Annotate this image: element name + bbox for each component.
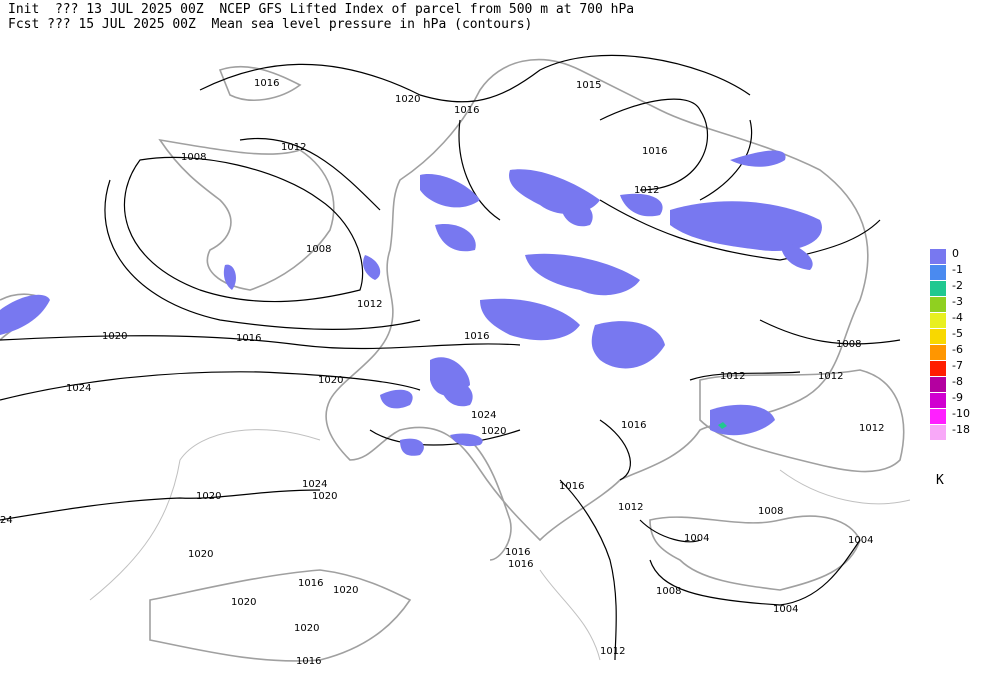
contour-label: 1016: [298, 578, 323, 589]
contour-label: 1008: [656, 586, 681, 597]
legend-swatch: [930, 409, 946, 424]
header-line: Fcst ??? 15 JUL 2025 00Z Mean sea level …: [8, 17, 532, 32]
legend-label: -7: [952, 359, 963, 372]
contour-label: 1012: [720, 371, 745, 382]
contour-label: 1016: [296, 656, 321, 667]
contour-label: 1012: [859, 423, 884, 434]
contour-label: 1016: [642, 146, 667, 157]
legend-swatch: [930, 393, 946, 408]
contour-label: 1008: [836, 339, 861, 350]
legend-swatch: [930, 265, 946, 280]
contour-label: 1012: [818, 371, 843, 382]
legend-swatch: [930, 329, 946, 344]
contour-label: 1020: [395, 94, 420, 105]
legend-label: -3: [952, 295, 963, 308]
contour-label: 1024: [302, 479, 327, 490]
legend-unit: K: [936, 473, 944, 488]
legend-label: -6: [952, 343, 963, 356]
contour-label: 1015: [576, 80, 601, 91]
legend-label: -8: [952, 375, 963, 388]
legend-label: -18: [952, 423, 970, 436]
contour-label: 1020: [481, 426, 506, 437]
legend-label: 0: [952, 247, 959, 260]
contour-label: 1020: [102, 331, 127, 342]
legend-swatch: [930, 425, 946, 440]
contour-label: 1016: [464, 331, 489, 342]
lifted-index-areas: [0, 150, 822, 456]
contour-labels: 1016 1020 1016 1015 1012 1008 1016 1012 1008 1012…: [0, 78, 884, 667]
contour-label: 1024: [66, 383, 91, 394]
contour-label: 1004: [684, 533, 709, 544]
legend-swatch: [930, 281, 946, 296]
legend-swatch: [930, 249, 946, 264]
contour-label: 1004: [773, 604, 798, 615]
contour-label: 1020: [231, 597, 256, 608]
legend-swatch: [930, 377, 946, 392]
contour-label: 1008: [181, 152, 206, 163]
legend-label: -2: [952, 279, 963, 292]
contour-label: 1016: [508, 559, 533, 570]
contour-label: 1020: [333, 585, 358, 596]
contour-label: 1024: [471, 410, 496, 421]
contour-label: 1008: [306, 244, 331, 255]
contour-label: 1012: [281, 142, 306, 153]
legend-label: -4: [952, 311, 963, 324]
contour-label: 1020: [318, 375, 343, 386]
contour-label: 1016: [254, 78, 279, 89]
legend-label: -9: [952, 391, 963, 404]
contour-label: 1008: [758, 506, 783, 517]
contour-label: 1012: [618, 502, 643, 513]
isobars: [0, 54, 901, 661]
contour-label: 1020: [294, 623, 319, 634]
legend-label: -10: [952, 407, 970, 420]
legend-label: -1: [952, 263, 963, 276]
contour-label: 1020: [312, 491, 337, 502]
contour-label: 1012: [600, 646, 625, 657]
legend-swatch: [930, 361, 946, 376]
contour-label: 1016: [454, 105, 479, 116]
legend-label: -5: [952, 327, 963, 340]
contour-label: 1012: [357, 299, 382, 310]
header-line: Init ??? 13 JUL 2025 00Z NCEP GFS Lifted…: [8, 2, 634, 17]
legend-swatch: [930, 297, 946, 312]
legend: K 0 -1 -2 -3 -4 -5 -6 -7 -8 -9 -10 -18: [930, 247, 970, 488]
contour-label: 1020: [196, 491, 221, 502]
contour-label: 1012: [634, 185, 659, 196]
contour-label: 1016: [621, 420, 646, 431]
coastlines: [0, 58, 911, 662]
contour-label: 24: [0, 515, 13, 526]
legend-swatch: [930, 313, 946, 328]
legend-swatch: [930, 345, 946, 360]
contour-label: 1016: [559, 481, 584, 492]
contour-label: 1020: [188, 549, 213, 560]
contour-label: 1016: [505, 547, 530, 558]
contour-label: 1016: [236, 333, 261, 344]
contour-label: 1004: [848, 535, 873, 546]
